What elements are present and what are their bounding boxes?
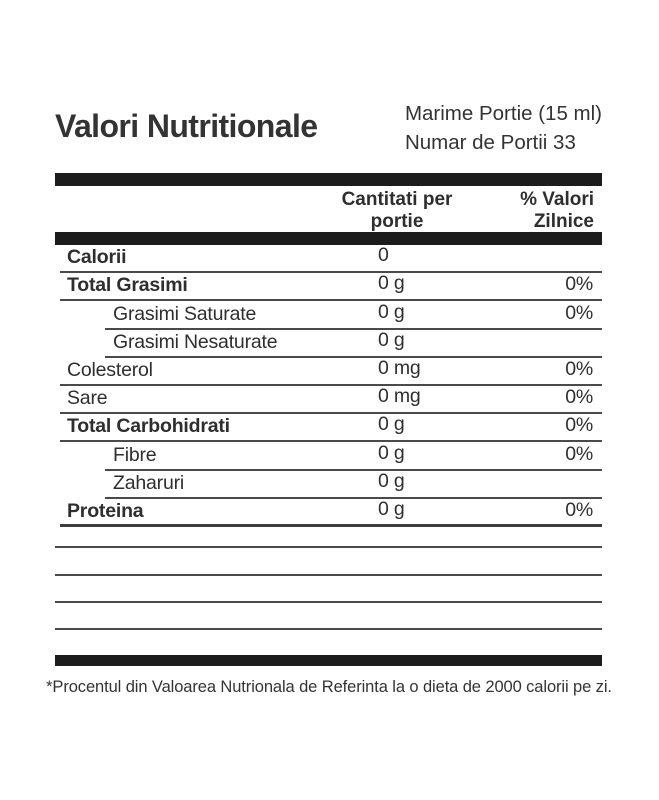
label-header: Valori Nutritionale Marime Portie (15 ml…: [55, 98, 602, 160]
row-grasimi-nesaturate: Grasimi Nesaturate 0 g: [55, 328, 602, 358]
nutrient-label: Proteina: [67, 499, 144, 522]
nutrient-label: Calorii: [67, 246, 127, 269]
servings-per-container: Numar de Portii 33: [404, 130, 576, 154]
nutrient-amount: 0 mg: [378, 356, 421, 379]
row-rule: [105, 327, 602, 330]
nutrient-label: Grasimi Nesaturate: [113, 330, 278, 353]
row-rule: [60, 440, 602, 443]
separator-bar-bottom: [55, 654, 602, 666]
nutrient-amount: 0 g: [378, 300, 405, 323]
nutrient-daily-value: 0%: [565, 414, 593, 437]
nutrient-label: Sare: [67, 387, 108, 410]
row-total-carbohidrati: Total Carbohidrati 0 g 0%: [55, 413, 602, 443]
row-sare: Sare 0 mg 0%: [55, 385, 602, 415]
column-headers: Cantitati per portie % Valori Zilnice: [55, 186, 602, 232]
daily-value-header-line1: % Valori: [520, 189, 594, 210]
row-rule: [60, 271, 602, 274]
blank-lines-section: [55, 527, 602, 630]
daily-value-header-line2: Zilnice: [533, 210, 594, 232]
row-zaharuri: Zaharuri 0 g: [55, 469, 602, 499]
row-rule: [60, 523, 602, 527]
nutrient-amount: 0 g: [378, 441, 405, 464]
nutrient-daily-value: 0%: [565, 442, 593, 465]
label-title: Valori Nutritionale: [55, 108, 318, 144]
row-rule: [60, 299, 602, 302]
blank-line: [55, 548, 602, 576]
nutrient-amount: 0 g: [378, 413, 405, 436]
nutrient-label: Total Carbohidrati: [67, 415, 230, 438]
nutrient-rows: Calorii 0 Total Grasimi 0 g 0% Grasimi S…: [55, 244, 602, 527]
amount-header-line2: portie: [370, 210, 424, 232]
footnote: *Procentul din Valoarea Nutrionala de Re…: [46, 677, 612, 696]
row-proteina: Proteina 0 g 0%: [55, 497, 602, 527]
nutrition-facts-label: Valori Nutritionale Marime Portie (15 ml…: [46, 98, 612, 697]
nutrient-amount: 0 g: [378, 497, 405, 520]
amount-column-header: Cantitati per portie: [313, 189, 481, 232]
serving-size: Marime Portie (15 ml): [404, 102, 602, 125]
nutrient-daily-value: 0%: [565, 301, 593, 324]
nutrient-label: Zaharuri: [113, 471, 185, 494]
row-grasimi-saturate: Grasimi Saturate 0 g 0%: [55, 300, 602, 330]
nutrient-label: Grasimi Saturate: [113, 302, 257, 325]
nutrient-daily-value: 0%: [565, 498, 593, 521]
blank-line: [55, 527, 602, 548]
nutrient-label: Colesterol: [67, 358, 153, 381]
row-rule: [105, 496, 602, 499]
separator-bar-header: [55, 232, 602, 245]
blank-line: [55, 576, 602, 603]
row-total-grasimi: Total Grasimi 0 g 0%: [55, 272, 602, 302]
amount-header-line1: Cantitati per: [341, 189, 453, 210]
nutrient-daily-value: 0%: [565, 386, 593, 409]
row-rule: [60, 383, 602, 386]
serving-info: Marime Portie (15 ml) Numar de Portii 33: [405, 98, 602, 157]
row-colesterol: Colesterol 0 mg 0%: [55, 356, 602, 386]
row-fibre: Fibre 0 g 0%: [55, 441, 602, 471]
row-calorii: Calorii 0: [55, 244, 602, 274]
row-rule: [105, 355, 602, 358]
row-rule: [105, 468, 602, 471]
nutrient-daily-value: 0%: [565, 273, 593, 296]
nutrient-amount: 0: [378, 244, 389, 267]
nutrient-label: Fibre: [113, 443, 157, 466]
row-rule: [60, 412, 602, 415]
nutrient-amount: 0 g: [378, 272, 405, 295]
nutrient-amount: 0 g: [378, 328, 405, 351]
separator-bar-top: [55, 173, 602, 186]
nutrient-label: Total Grasimi: [67, 274, 188, 297]
nutrient-daily-value: 0%: [565, 357, 593, 380]
nutrient-amount: 0 g: [378, 469, 405, 492]
daily-value-column-header: % Valori Zilnice: [520, 189, 594, 232]
blank-line: [55, 603, 602, 630]
nutrient-amount: 0 mg: [378, 385, 421, 408]
